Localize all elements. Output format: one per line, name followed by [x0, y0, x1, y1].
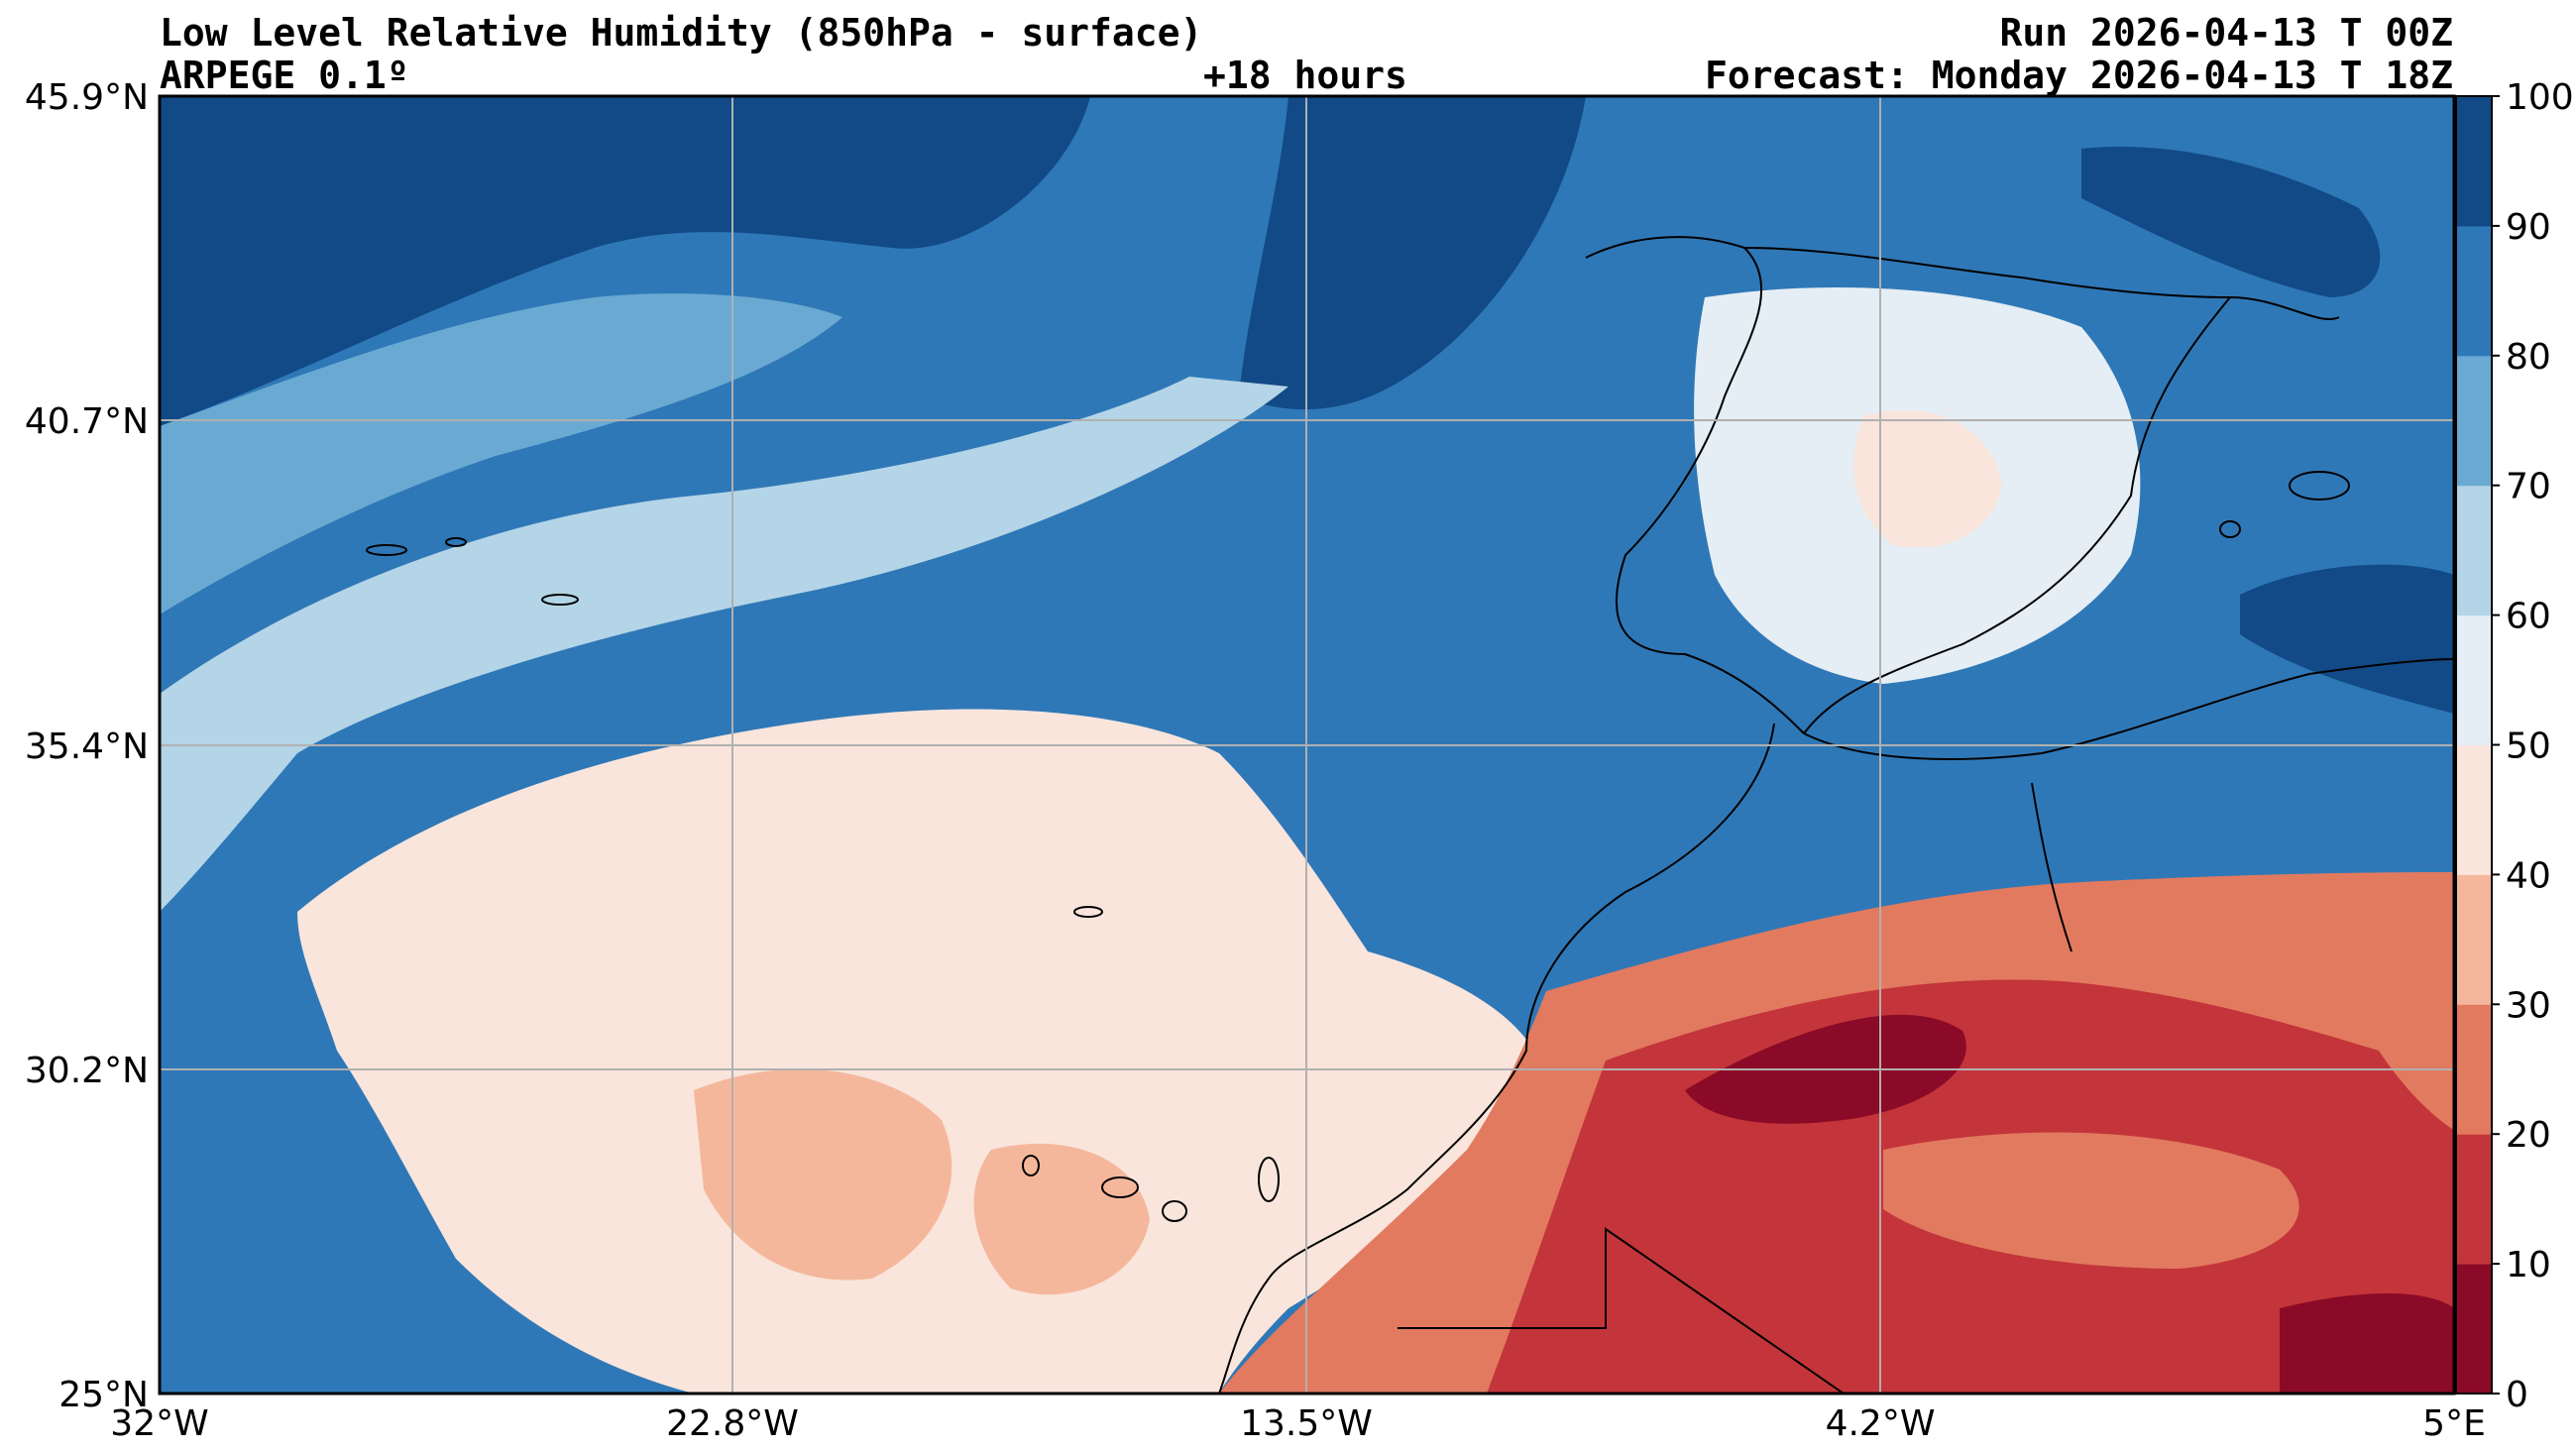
coastline-morocco-atlantic — [1218, 723, 1775, 1394]
colorbar-segment — [2456, 225, 2492, 357]
colorbar: 0 10 20 30 40 50 60 70 80 90 100 — [2455, 77, 2574, 1415]
colorbar-segment — [2456, 485, 2492, 616]
field-pink-patch-1 — [694, 1068, 952, 1281]
colorbar-segment — [2456, 744, 2492, 875]
coastline-north-africa — [1803, 658, 2454, 760]
colorbar-tick-label: 30 — [2506, 985, 2551, 1026]
island-canary-1 — [1022, 1155, 1040, 1176]
island-madeira — [1073, 906, 1103, 918]
x-tick-label: 13.5°W — [1240, 1403, 1373, 1444]
island-azores-1 — [366, 544, 407, 556]
field-iberia-dry-core — [1853, 409, 2002, 548]
map-title: Low Level Relative Humidity (850hPa - su… — [160, 11, 1203, 55]
colorbar-segment — [2456, 874, 2492, 1005]
field-medium-blue-band — [160, 293, 842, 614]
field-sahara-inner-30 — [1883, 1132, 2299, 1269]
field-pale-pink — [297, 709, 1546, 1394]
field-very-humid-nw — [160, 96, 1090, 426]
colorbar-tick-label: 60 — [2506, 597, 2551, 637]
coastline-iberia-west — [1585, 236, 1805, 734]
forecast-label: Forecast: Monday 2026-04-13 T 18Z — [1705, 54, 2453, 97]
y-tick-label: 40.7°N — [25, 401, 149, 442]
colorbar-tick-label: 100 — [2506, 77, 2574, 118]
border-western-sahara — [1398, 1227, 1845, 1394]
colorbar-tick-label: 70 — [2506, 467, 2551, 507]
island-mallorca — [2289, 471, 2350, 501]
field-very-humid-pyrenees — [2081, 147, 2381, 297]
gridlines — [160, 96, 2454, 1394]
colorbar-tick-label: 50 — [2506, 726, 2551, 767]
x-axis-ticks: 32°W 22.8°W 13.5°W 4.2°W 5°E — [110, 1403, 2486, 1444]
x-tick-label: 4.2°W — [1826, 1403, 1936, 1444]
colorbar-tick-label: 10 — [2506, 1245, 2551, 1285]
colorbar-tick-label: 40 — [2506, 855, 2551, 896]
field-sahara-10-east — [2280, 1293, 2454, 1394]
field-very-humid-med — [2240, 564, 2454, 714]
y-axis-ticks: 45.9°N 40.7°N 35.4°N 30.2°N 25°N — [25, 77, 149, 1415]
colorbar-segment — [2456, 1134, 2492, 1265]
y-tick-label: 45.9°N — [25, 77, 149, 118]
run-label: Run 2026-04-13 T 00Z — [1999, 11, 2453, 55]
coastline-iberia-east — [1803, 296, 2231, 734]
field-light-blue-band — [160, 377, 1288, 912]
lead-time-label: +18 hours — [1203, 54, 1407, 97]
colorbar-tick-label: 20 — [2506, 1115, 2551, 1156]
colorbar-tick-label: 0 — [2506, 1375, 2528, 1415]
map-frame — [158, 94, 2456, 1396]
x-tick-label: 5°E — [2422, 1403, 2486, 1444]
x-tick-label: 32°W — [110, 1403, 208, 1444]
colorbar-segment — [2456, 614, 2492, 745]
y-tick-label: 25°N — [58, 1375, 149, 1415]
field-very-humid-iberia-west — [1239, 96, 1586, 410]
colorbar-segment — [2456, 1004, 2492, 1135]
colorbar-segment — [2456, 355, 2492, 487]
y-tick-label: 35.4°N — [25, 726, 149, 767]
border-algeria-morocco — [2031, 782, 2072, 952]
coastline-iberia-north — [1743, 247, 2340, 320]
colorbar-tick-label: 90 — [2506, 207, 2551, 248]
y-tick-label: 30.2°N — [25, 1051, 149, 1091]
x-tick-label: 22.8°W — [666, 1403, 799, 1444]
island-ibiza — [2219, 520, 2241, 538]
island-canary-2 — [1101, 1176, 1139, 1198]
island-canary-3 — [1162, 1200, 1187, 1222]
island-canary-4 — [1258, 1157, 1280, 1202]
colorbar-segment — [2456, 1264, 2492, 1395]
island-azores-3 — [541, 594, 579, 606]
island-azores-2 — [445, 537, 467, 547]
model-label: ARPEGE 0.1º — [160, 54, 409, 97]
colorbar-segment — [2456, 96, 2492, 227]
colorbar-tick-label: 80 — [2506, 337, 2551, 378]
